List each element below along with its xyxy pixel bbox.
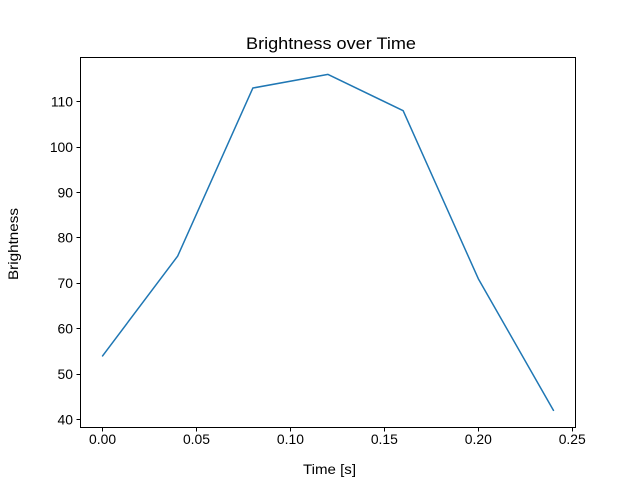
svg-text:Brightness over Time: Brightness over Time [246, 34, 416, 53]
svg-text:0.15: 0.15 [371, 431, 398, 447]
svg-text:0.20: 0.20 [465, 431, 492, 447]
svg-text:50: 50 [58, 366, 74, 382]
svg-text:110: 110 [51, 94, 73, 110]
svg-text:0.25: 0.25 [559, 431, 586, 447]
svg-text:60: 60 [58, 321, 74, 337]
svg-text:80: 80 [58, 230, 74, 246]
svg-text:0.10: 0.10 [277, 431, 304, 447]
svg-text:0.05: 0.05 [183, 431, 210, 447]
svg-text:100: 100 [50, 139, 73, 155]
svg-text:70: 70 [58, 275, 74, 291]
svg-text:0.00: 0.00 [89, 431, 116, 447]
svg-text:90: 90 [58, 184, 74, 200]
svg-text:40: 40 [58, 411, 74, 427]
svg-text:Time [s]: Time [s] [303, 461, 356, 477]
svg-text:Brightness: Brightness [5, 208, 21, 280]
